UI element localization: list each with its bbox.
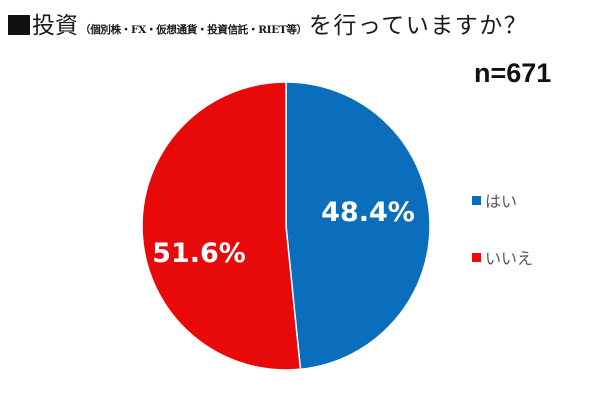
legend-item-no: いいえ xyxy=(472,247,534,268)
legend-swatch-no xyxy=(472,252,481,262)
slice-label-no: 51.6% xyxy=(152,238,246,269)
title-main: 投資 xyxy=(32,13,78,39)
title-subtitle: （個別株・FX・仮想通貨・投資信託・RIET等） xyxy=(80,24,307,36)
pie-slice-no xyxy=(141,81,302,371)
chart-legend: はい いいえ xyxy=(472,190,533,304)
legend-label-yes: はい xyxy=(485,192,518,211)
chart-title: 投資 （個別株・FX・仮想通貨・投資信託・RIET等） を行っていますか？ xyxy=(8,6,528,40)
title-square-marker xyxy=(8,15,30,35)
legend-swatch-yes xyxy=(472,195,481,205)
title-question: を行っていますか？ xyxy=(308,13,529,39)
legend-item-yes: はい xyxy=(472,190,533,211)
legend-label-no: いいえ xyxy=(485,249,534,268)
slice-label-yes: 48.4% xyxy=(321,197,415,228)
pie-slices xyxy=(141,81,431,371)
sample-size: n=671 xyxy=(474,58,552,88)
pie-slice-yes xyxy=(285,81,431,371)
